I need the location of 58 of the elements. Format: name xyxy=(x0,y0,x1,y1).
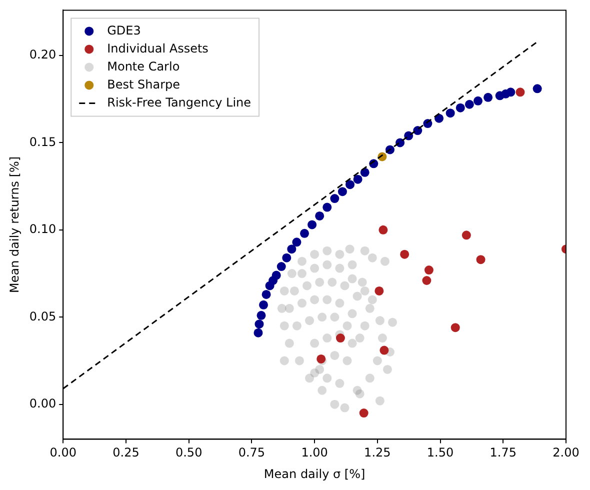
legend-label: Best Sharpe xyxy=(107,77,180,92)
point xyxy=(336,334,345,343)
x-tick-label: 2.00 xyxy=(552,446,580,460)
point xyxy=(308,220,317,230)
point xyxy=(450,323,460,332)
y-tick-label: 0.10 xyxy=(29,222,56,236)
y-tick-label: 0.20 xyxy=(29,48,56,62)
point xyxy=(322,202,332,212)
point xyxy=(282,253,292,262)
point xyxy=(374,286,384,296)
point xyxy=(338,187,347,196)
x-tick-label: 1.25 xyxy=(364,446,391,460)
x-tick-label: 1.50 xyxy=(426,446,454,460)
point xyxy=(256,310,266,320)
point xyxy=(516,88,525,97)
point xyxy=(464,100,474,109)
legend-label: Risk-Free Tangency Line xyxy=(107,95,252,110)
point xyxy=(378,225,388,234)
y-tick-label: 0.00 xyxy=(29,396,56,410)
x-tick-label: 0.50 xyxy=(175,446,202,460)
point xyxy=(462,230,471,240)
x-tick-label: 1.75 xyxy=(490,446,516,460)
legend-label: Individual Assets xyxy=(107,41,208,56)
point xyxy=(424,266,434,275)
x-tick-label: 1.00 xyxy=(301,446,328,460)
point xyxy=(532,84,542,94)
y-axis-title: Mean daily returns [%] xyxy=(7,156,22,293)
y-tick-label: 0.15 xyxy=(29,134,56,149)
point xyxy=(276,262,286,272)
point xyxy=(400,250,410,259)
x-axis-title: Mean daily σ [%] xyxy=(264,466,366,481)
legend-label: GDE3 xyxy=(107,23,141,38)
point xyxy=(473,96,482,106)
point xyxy=(272,270,281,280)
x-tick-label: 0.00 xyxy=(50,446,76,460)
point xyxy=(359,408,368,418)
point xyxy=(346,180,355,190)
point xyxy=(300,228,309,238)
point xyxy=(476,255,486,264)
x-tick-label: 0.25 xyxy=(112,446,140,460)
point xyxy=(254,320,264,329)
y-tick-label: 0.05 xyxy=(29,309,56,324)
point xyxy=(422,276,432,286)
point xyxy=(484,92,493,102)
point xyxy=(380,346,389,355)
point xyxy=(287,244,296,254)
point xyxy=(292,238,302,247)
point xyxy=(446,108,455,118)
point xyxy=(315,211,324,220)
point xyxy=(330,194,340,204)
point xyxy=(254,328,263,338)
point xyxy=(506,88,516,97)
point xyxy=(456,103,465,112)
point xyxy=(259,300,268,310)
point xyxy=(353,174,362,184)
x-tick-label: 0.75 xyxy=(238,446,266,460)
legend-label: Monte Carlo xyxy=(107,59,180,74)
point xyxy=(262,290,271,299)
